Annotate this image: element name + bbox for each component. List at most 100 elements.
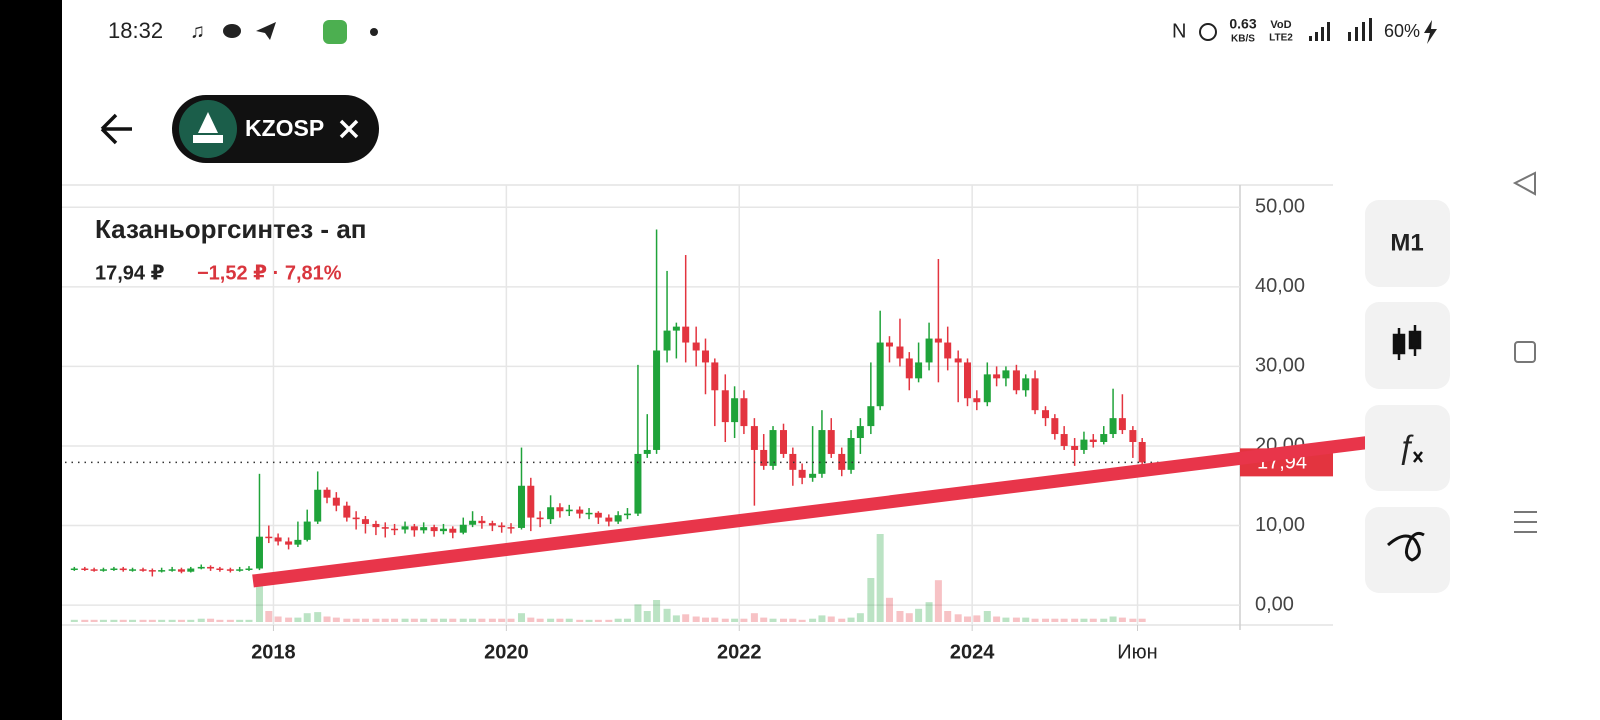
candle-body (1080, 439, 1088, 450)
volume-bar (556, 618, 564, 622)
y-tick-label: 0,00 (1255, 593, 1294, 615)
candle-body (769, 430, 777, 466)
volume-bar (789, 618, 797, 622)
y-tick-label: 50,00 (1255, 196, 1305, 218)
chart-type-button[interactable] (1365, 302, 1450, 389)
candle-body (915, 362, 923, 379)
x-tick-label: 2018 (251, 641, 296, 663)
volume-bar (944, 611, 952, 622)
volume-bar (177, 619, 185, 622)
volume-bar (576, 619, 584, 622)
nav-home[interactable] (1514, 341, 1536, 363)
volume-bar (643, 611, 651, 622)
volume-bar (925, 602, 933, 622)
volume-bar (934, 580, 942, 622)
svg-text:N: N (1172, 20, 1186, 42)
candle-body (274, 537, 282, 542)
volte: VoD (1270, 19, 1291, 31)
volume-bar (701, 617, 709, 622)
volume-bar (818, 615, 826, 622)
volume-bar (1002, 617, 1010, 622)
candle-body (760, 449, 768, 466)
candle-body (216, 568, 224, 571)
volume-bar (605, 619, 613, 622)
volume-bar (983, 611, 991, 622)
volume-bar (245, 619, 253, 622)
period-button[interactable] (1365, 200, 1450, 287)
candle-body (294, 539, 302, 545)
status-icons-right: N (1172, 20, 1217, 42)
volume-bar (439, 618, 447, 622)
close-ticker[interactable] (339, 119, 359, 139)
volume-bar (430, 618, 438, 622)
candle-body (944, 342, 952, 359)
period-label: M1 (1390, 229, 1423, 256)
volume-bar (769, 618, 777, 622)
candle-body (983, 374, 991, 403)
candle-body (478, 520, 486, 524)
volume-bar (361, 618, 369, 622)
candle-body (352, 517, 360, 520)
indicators-button[interactable] (1365, 405, 1450, 491)
volume-bar (885, 597, 893, 622)
net-unit: KB/S (1231, 34, 1255, 45)
trend-line-drawing[interactable] (252, 432, 1397, 588)
volume-bar (294, 617, 302, 622)
nav-menu[interactable] (1514, 511, 1537, 533)
volume-bar (148, 619, 156, 622)
volume-bar (623, 618, 631, 622)
volume-bar (876, 534, 884, 622)
candle-body (1060, 434, 1068, 446)
candle-icon (1392, 325, 1422, 360)
candle-body (517, 485, 525, 528)
volume-bar (847, 617, 855, 622)
volume-bar (81, 619, 89, 622)
candle-body (90, 569, 98, 571)
candle-body (827, 430, 835, 454)
candle-body (605, 517, 613, 522)
volume-bar (410, 618, 418, 622)
candle-body (711, 362, 719, 391)
candle-body (332, 497, 340, 506)
candle-body (780, 430, 788, 454)
volume-bar (168, 619, 176, 622)
charging-icon (1424, 20, 1437, 44)
candle-body (129, 569, 137, 571)
candle-body (527, 485, 535, 518)
y-tick-label: 30,00 (1255, 355, 1305, 377)
candle-body (1109, 418, 1117, 435)
candle-body (197, 566, 205, 569)
candle-body (585, 512, 593, 515)
candle-body (934, 338, 942, 343)
candle-body (488, 523, 496, 526)
volume-bar (798, 619, 806, 622)
candle-body (498, 525, 506, 528)
candle-body (954, 358, 962, 363)
candle-body (410, 526, 418, 531)
volume-bar (809, 618, 817, 622)
volume-bar (488, 618, 496, 622)
lte: LTE2 (1269, 33, 1293, 44)
volume-bar (527, 617, 535, 622)
candle-body (226, 569, 234, 571)
nav-back[interactable] (1512, 171, 1536, 196)
candle-body (323, 489, 331, 498)
volume-bar (827, 616, 835, 622)
volume-bar (459, 618, 467, 622)
x-tick-label: Июн (1117, 641, 1157, 663)
x-tick-label: 2022 (717, 641, 762, 663)
volume-bar (780, 618, 788, 622)
candle-body (148, 570, 156, 572)
volume-bar (692, 616, 700, 622)
candle-body (177, 569, 185, 572)
volume-bar (255, 578, 263, 622)
candle-body (663, 330, 671, 351)
volume-bar (1089, 618, 1097, 622)
volume-bar (119, 619, 127, 622)
candle-body (361, 519, 369, 524)
candle-body (721, 390, 729, 423)
volume-bar (332, 617, 340, 622)
volume-bar (954, 614, 962, 622)
back-button[interactable] (100, 113, 132, 145)
candle-body (1071, 445, 1079, 450)
